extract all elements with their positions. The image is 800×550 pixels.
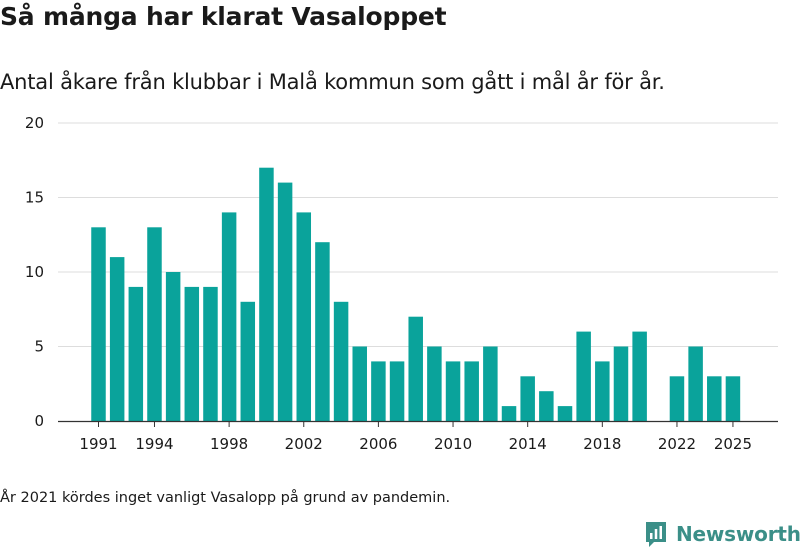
bar-2023 <box>688 346 703 421</box>
bar-2017 <box>576 331 591 421</box>
bar-1998 <box>221 212 237 421</box>
y-tick-label: 15 <box>25 189 44 207</box>
bar-2002 <box>296 212 312 421</box>
chart-subtitle: Antal åkare från klubbar i Malå kommun s… <box>0 70 665 94</box>
bar-2009 <box>427 346 442 421</box>
x-axis-ticks: 1991 1994 1998 2002 2006 2010 2014 2018 2022 2025 <box>79 421 752 453</box>
bar-1997 <box>203 286 218 421</box>
y-tick-label: 5 <box>34 338 44 356</box>
brand-name: Newsworthy <box>676 522 800 546</box>
x-tick-label: 2002 <box>285 435 323 453</box>
bar-2003 <box>315 242 330 421</box>
x-tick-label: 2014 <box>509 435 547 453</box>
x-tick-label: 2022 <box>658 435 696 453</box>
newsworthy-logo: Newsworthy <box>644 520 800 548</box>
bar-2016 <box>557 406 573 421</box>
bar-2022 <box>669 376 685 421</box>
bar-2024 <box>707 376 722 421</box>
chart-title: Så många har klarat Vasaloppet <box>0 2 447 31</box>
bar-1996 <box>184 286 200 421</box>
bar-2012 <box>483 346 498 421</box>
x-tick-label: 1994 <box>135 435 173 453</box>
bar-2007 <box>389 361 405 421</box>
bar-2008 <box>408 316 423 421</box>
y-tick-label: 10 <box>25 263 44 281</box>
x-tick-label: 2006 <box>359 435 397 453</box>
y-tick-label: 20 <box>25 114 44 132</box>
bar-2000 <box>259 167 274 421</box>
bar-1992 <box>109 257 125 421</box>
x-tick-label: 1998 <box>210 435 248 453</box>
bar-2020 <box>632 331 647 421</box>
bar-2013 <box>501 406 517 421</box>
bar-2019 <box>613 346 629 421</box>
x-tick-label: 2010 <box>434 435 472 453</box>
bars <box>91 167 741 421</box>
bar-1994 <box>147 227 162 421</box>
footnote: År 2021 kördes inget vanligt Vasalopp på… <box>0 490 451 506</box>
bar-1991 <box>91 227 106 421</box>
bar-chart: 0 5 10 15 20 1991 1994 1998 2002 2006 2010 2014 201… <box>25 114 778 453</box>
bar-2001 <box>277 182 293 421</box>
bar-2025 <box>725 376 741 421</box>
y-tick-label: 0 <box>34 412 44 430</box>
bar-1999 <box>240 301 256 421</box>
x-tick-label: 1991 <box>79 435 117 453</box>
bar-2006 <box>371 361 386 421</box>
bar-2014 <box>520 376 535 421</box>
newsworthy-logo-icon <box>646 522 666 547</box>
bar-1993 <box>128 286 144 421</box>
y-axis-ticks: 0 5 10 15 20 <box>25 114 44 430</box>
x-tick-label: 2025 <box>714 435 752 453</box>
bar-2005 <box>352 346 367 421</box>
bar-2018 <box>595 361 610 421</box>
x-tick-label: 2018 <box>583 435 621 453</box>
bar-2010 <box>445 361 461 421</box>
bar-2011 <box>464 361 479 421</box>
bar-2004 <box>333 301 349 421</box>
bar-1995 <box>165 272 181 421</box>
bar-2015 <box>539 391 554 421</box>
